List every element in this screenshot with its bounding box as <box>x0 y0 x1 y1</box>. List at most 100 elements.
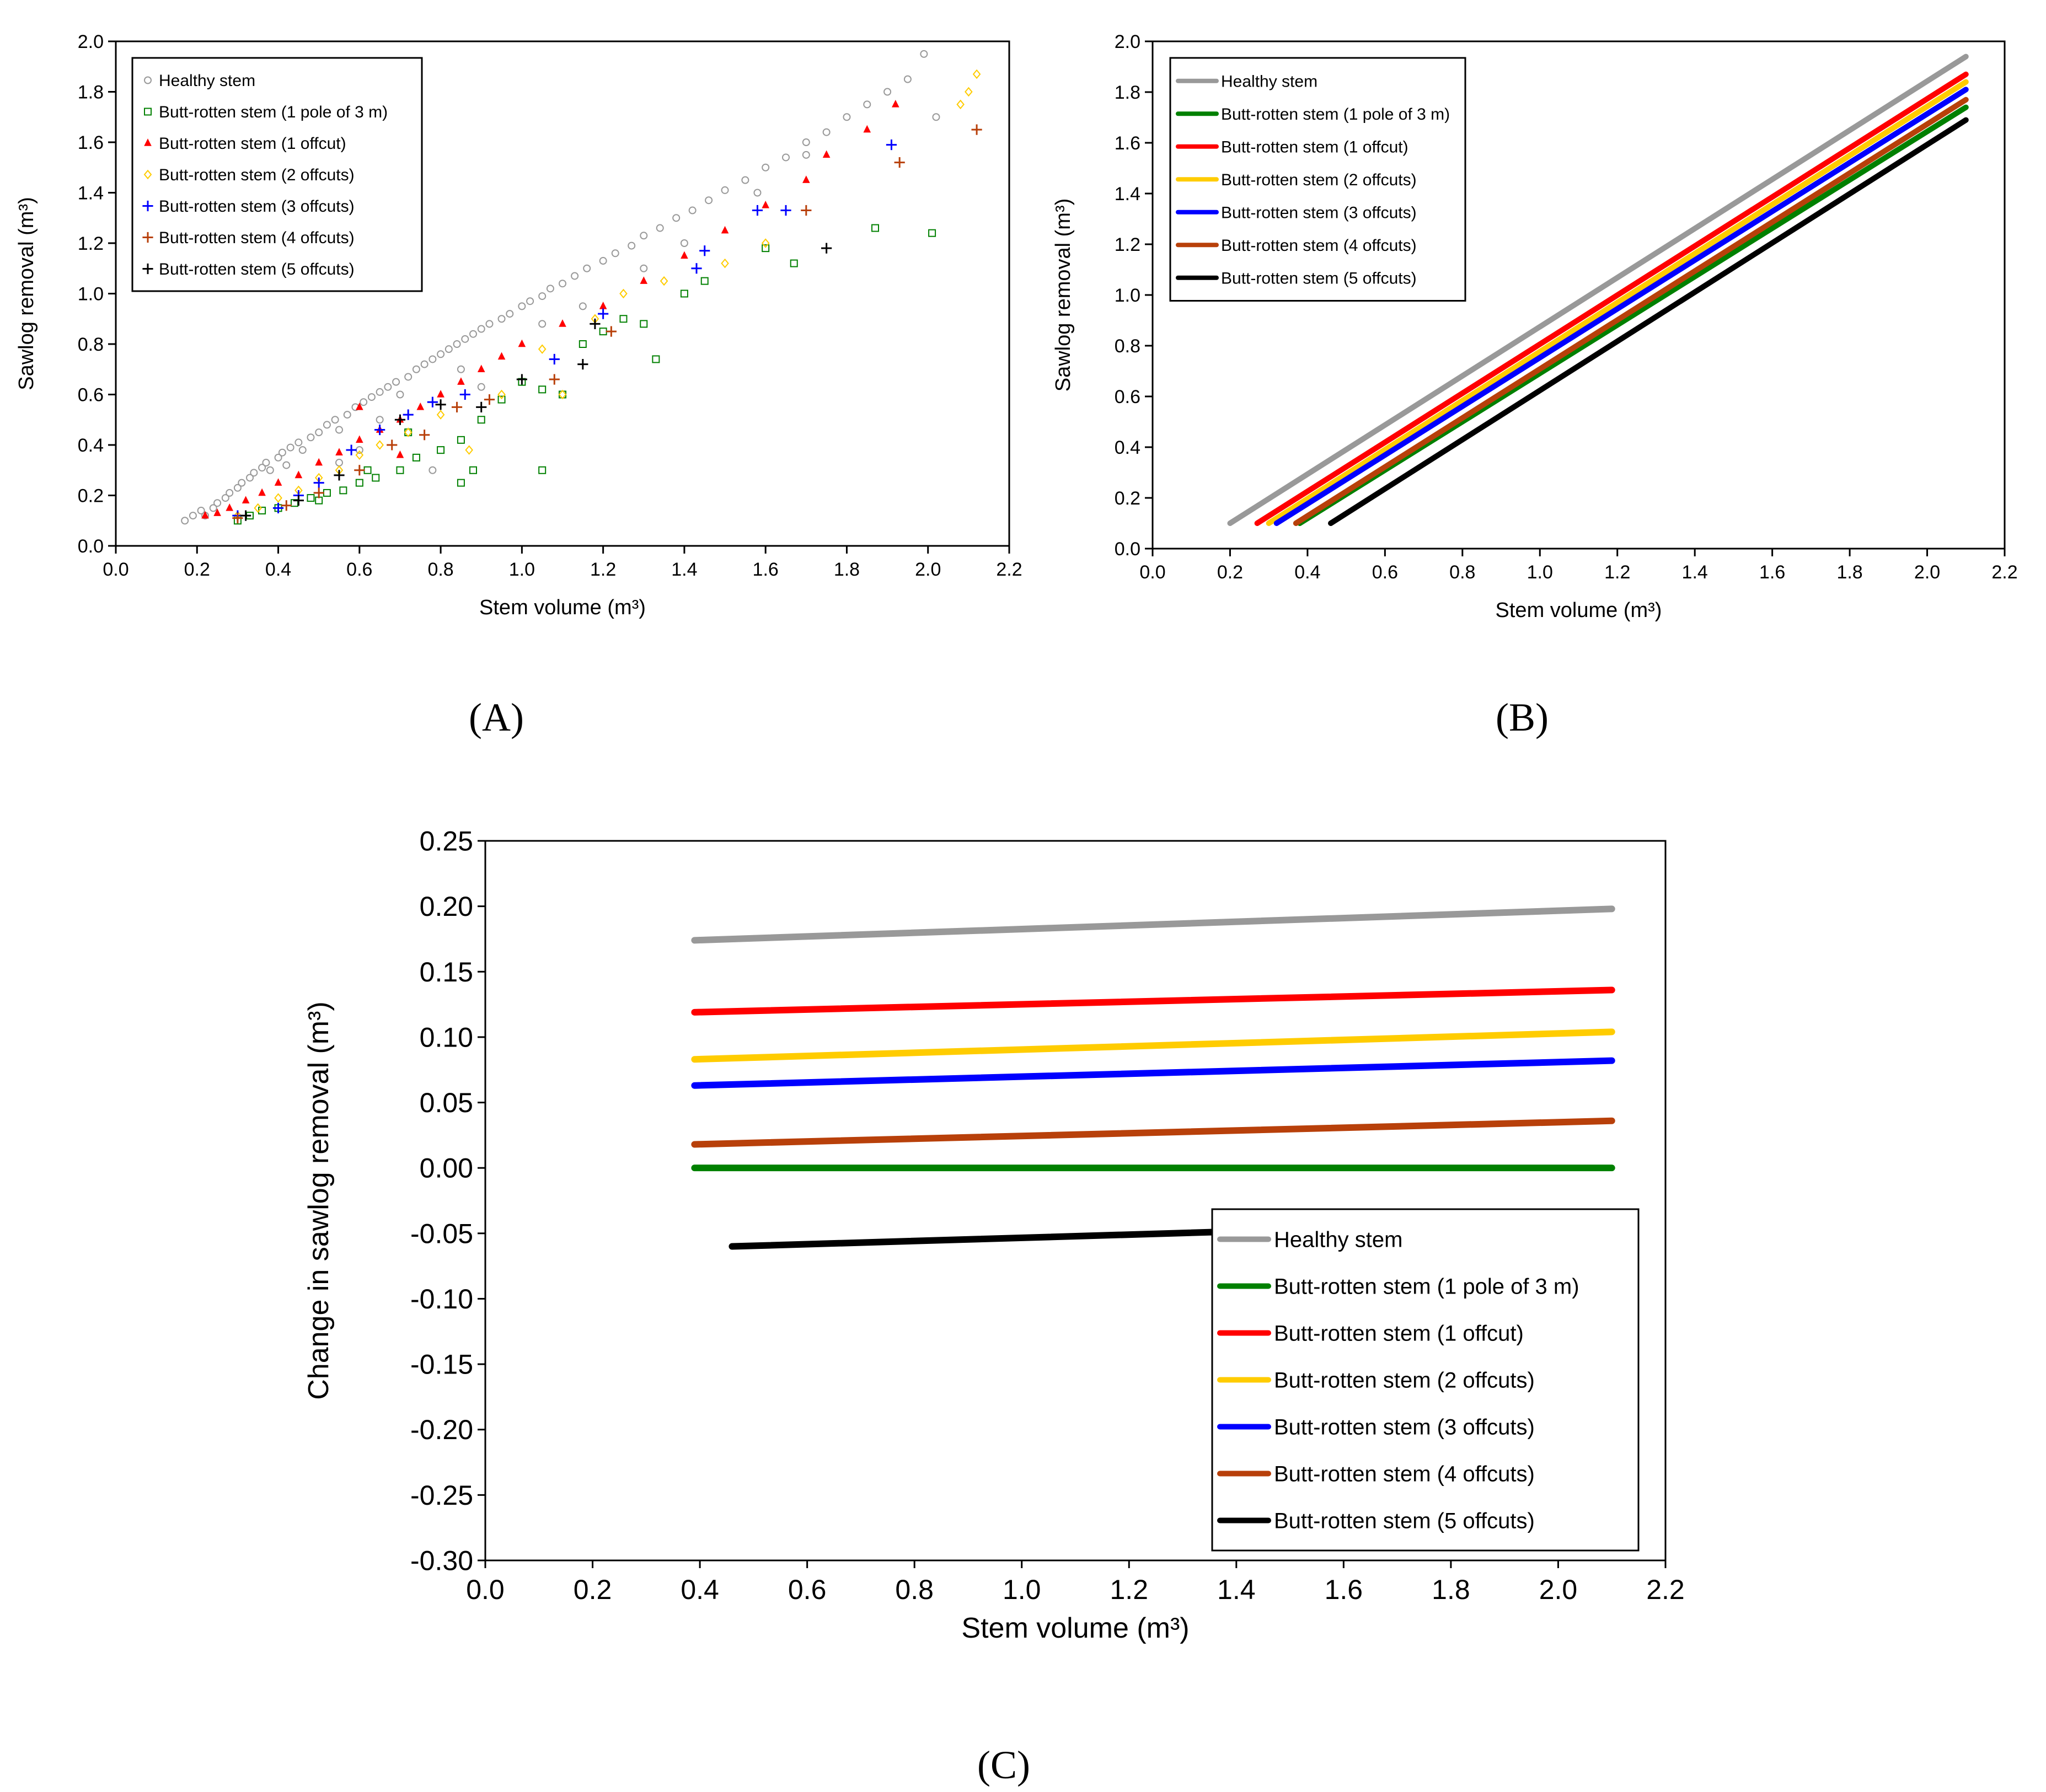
data-point <box>412 365 420 373</box>
x-tick-label: 1.2 <box>1110 1574 1149 1605</box>
data-point <box>233 484 242 492</box>
data-point <box>412 453 420 462</box>
x-axis-title: Stem volume (m³) <box>1496 599 1662 622</box>
x-tick-label: 0.4 <box>1294 562 1320 583</box>
data-point <box>436 410 445 420</box>
series-3 <box>201 100 899 519</box>
x-tick-label: 1.6 <box>1325 1574 1363 1605</box>
data-point <box>286 443 294 452</box>
data-point <box>619 315 628 323</box>
data-point <box>226 503 233 511</box>
series-6 <box>1293 96 1969 526</box>
data-point <box>559 319 566 327</box>
data-point <box>762 163 770 171</box>
legend-item: Healthy stem <box>144 72 255 90</box>
x-tick-label: 1.6 <box>1759 562 1785 583</box>
x-tick-label: 0.2 <box>1217 562 1243 583</box>
data-point <box>307 433 315 442</box>
data-point <box>335 448 343 456</box>
data-point <box>611 249 619 257</box>
legend-item: Butt-rotten stem (2 offcuts) <box>143 166 355 184</box>
data-point <box>457 365 465 373</box>
data-point <box>250 469 258 477</box>
x-tick-label: 0.0 <box>466 1574 505 1605</box>
data-point <box>416 403 425 410</box>
x-tick-label: 2.2 <box>1646 1574 1685 1605</box>
legend-symbol <box>142 200 153 212</box>
data-point <box>681 251 688 259</box>
legend-item: Butt-rotten stem (4 offcuts) <box>1176 237 1417 255</box>
data-point <box>258 464 266 472</box>
data-point <box>538 344 547 354</box>
data-point <box>240 510 251 521</box>
data-point <box>457 436 465 444</box>
x-tick-label: 2.0 <box>1539 1574 1578 1605</box>
data-point <box>387 439 398 450</box>
x-tick-label: 0.8 <box>895 1574 934 1605</box>
y-tick-label: -0.05 <box>410 1218 473 1249</box>
data-point <box>246 474 254 482</box>
legend-label: Butt-rotten stem (1 offcut) <box>1274 1322 1524 1346</box>
y-tick-label: 1.8 <box>78 82 104 103</box>
panel-label: (A) <box>469 695 524 739</box>
data-point <box>242 496 250 503</box>
data-point <box>577 359 588 370</box>
data-point <box>360 398 368 406</box>
data-point <box>526 297 534 305</box>
y-tick-label: 0.0 <box>1115 539 1140 560</box>
series-line <box>691 1057 1615 1089</box>
data-point <box>721 186 729 194</box>
y-tick-label: 1.6 <box>1115 133 1140 154</box>
y-tick-label: 0.4 <box>1115 437 1140 458</box>
data-point <box>477 383 485 391</box>
legend-item: Healthy stem <box>1217 1228 1402 1252</box>
legend-label: Butt-rotten stem (3 offcuts) <box>159 197 355 216</box>
legend-item: Butt-rotten stem (5 offcuts) <box>1176 269 1417 287</box>
data-point <box>437 350 445 358</box>
legend-label: Butt-rotten stem (1 offcut) <box>159 135 346 153</box>
legend-label: Butt-rotten stem (5 offcuts) <box>159 260 355 278</box>
legend-label: Healthy stem <box>1274 1228 1402 1252</box>
legend: Healthy stem Butt-rotten stem (1 pole of … <box>131 57 423 292</box>
series-line <box>1227 53 1969 526</box>
data-point <box>843 113 851 121</box>
x-tick-label: 1.4 <box>671 559 697 580</box>
data-point <box>258 488 266 496</box>
data-point <box>404 373 413 381</box>
y-tick-label: 0.20 <box>420 891 473 922</box>
data-point <box>331 416 339 424</box>
x-tick-label: 1.0 <box>509 559 535 580</box>
data-point <box>363 466 372 474</box>
x-tick-label: 0.4 <box>265 559 291 580</box>
data-point <box>339 486 347 495</box>
data-point <box>571 272 579 280</box>
data-layer <box>1227 53 1969 526</box>
y-tick-label: 2.0 <box>1115 31 1140 52</box>
legend-item: Butt-rotten stem (1 pole of 3 m) <box>144 103 388 121</box>
x-tick-label: 1.2 <box>590 559 616 580</box>
data-point <box>294 470 303 479</box>
legend-box <box>1211 1208 1640 1552</box>
x-tick-label: 1.8 <box>1836 562 1862 583</box>
series-4 <box>1266 79 1969 526</box>
y-tick-label: 0.8 <box>78 334 104 355</box>
y-tick-label: 1.4 <box>78 183 104 203</box>
data-point <box>254 503 263 513</box>
data-point <box>579 340 587 348</box>
data-point <box>559 280 566 288</box>
data-point <box>559 390 566 399</box>
legend-label: Healthy stem <box>1221 72 1317 90</box>
legend-item: Butt-rotten stem (5 offcuts) <box>1217 1509 1535 1533</box>
x-tick-label: 0.2 <box>574 1574 612 1605</box>
data-point <box>688 206 697 214</box>
data-point <box>506 310 514 318</box>
data-point <box>518 302 526 310</box>
data-point <box>396 450 404 458</box>
data-point <box>476 401 487 412</box>
data-point <box>354 465 365 476</box>
legend-item: Butt-rotten stem (5 offcuts) <box>142 260 355 278</box>
series-line <box>1254 71 1969 526</box>
legend-item: Butt-rotten stem (2 offcuts) <box>1176 171 1417 189</box>
y-tick-label: 0.0 <box>78 536 104 557</box>
data-point <box>420 360 429 368</box>
